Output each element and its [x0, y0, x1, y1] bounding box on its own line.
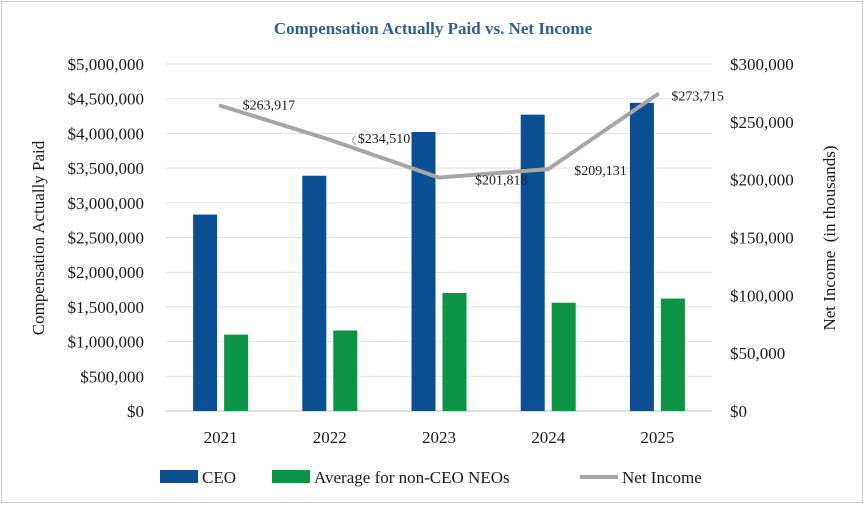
x-tick-label: 2025 — [640, 428, 674, 447]
bar-average-for-non-ceo-neos-2024 — [551, 302, 576, 411]
net-income-point — [218, 103, 223, 108]
legend-label-ceo: CEO — [202, 468, 236, 487]
net-income-line — [218, 92, 660, 180]
x-tick-label: 2021 — [204, 428, 238, 447]
y2-tick-label: $100,000 — [730, 286, 794, 305]
bar-ceo-2023 — [411, 132, 436, 411]
net-income-data-label: $263,917 — [243, 99, 296, 114]
net-income-data-label: $201,818 — [475, 174, 528, 189]
net-income-point — [546, 167, 551, 172]
net-income-data-label: $273,715 — [671, 89, 724, 104]
net-income-point — [437, 175, 441, 180]
x-tick-label: 2023 — [422, 428, 456, 447]
legend-swatch-average-for-non-ceo-neos — [272, 470, 310, 483]
y-tick-label: $1,000,000 — [68, 333, 145, 352]
y2-tick-label: $300,000 — [730, 55, 794, 74]
y-tick-label: $2,000,000 — [68, 263, 145, 282]
bar-ceo-2024 — [520, 114, 545, 412]
x-tick-label: 2022 — [313, 428, 347, 447]
y-tick-label: $5,000,000 — [68, 55, 145, 74]
y2-tick-label: $0 — [730, 402, 747, 421]
data-labels: $263,917 $234,510 $201,818 $209,131 $273,715 — [243, 89, 724, 188]
y-tick-label: $500,000 — [80, 367, 144, 386]
y2-tick-label: $200,000 — [730, 171, 794, 190]
bar-average-for-non-ceo-neos-2023 — [442, 293, 467, 411]
bar-ceo-2021 — [193, 214, 218, 411]
legend: CEO Average for non-CEO NEOs Net Income — [160, 468, 702, 487]
y-tick-label: $3,500,000 — [68, 159, 145, 178]
legend-swatch-ceo — [160, 470, 198, 483]
y-tick-label: $0 — [127, 402, 144, 421]
net-income-data-label: $209,131 — [574, 164, 627, 179]
y2-tick-label: $150,000 — [730, 229, 794, 248]
x-axis-ticks: 2021 2022 2023 2024 2025 — [204, 428, 675, 447]
y-tick-label: $4,000,000 — [68, 124, 145, 143]
chart-title: Compensation Actually Paid vs. Net Incom… — [274, 19, 593, 38]
y-axis-right-ticks: $0 $50,000 $100,000 $150,000 $200,000 $250,00… — [730, 55, 794, 421]
net-income-point — [655, 92, 660, 97]
bar-ceo-2022 — [302, 175, 327, 411]
y-axis-left-label: Compensation Actually Paid — [29, 140, 48, 335]
bar-average-for-non-ceo-neos-2021 — [224, 334, 249, 411]
net-income-point — [327, 137, 332, 142]
y-axis-left-ticks: $0 $500,000 $1,000,000 $1,500,000 $2,000,000… — [68, 55, 145, 421]
y-tick-label: $4,500,000 — [68, 90, 145, 109]
y-axis-right-label: Net Income (in thousands) — [820, 145, 839, 330]
bar-average-for-non-ceo-neos-2022 — [333, 330, 358, 411]
legend-label-net-income: Net Income — [622, 468, 702, 487]
label-leader — [352, 135, 357, 146]
y2-tick-label: $50,000 — [730, 344, 785, 363]
bars — [193, 102, 685, 412]
gridlines — [166, 63, 712, 412]
bar-ceo-2025 — [629, 102, 654, 411]
y-tick-label: $3,000,000 — [68, 194, 145, 213]
y-tick-label: $1,500,000 — [68, 298, 145, 317]
x-tick-label: 2024 — [531, 428, 566, 447]
y-tick-label: $2,500,000 — [68, 229, 145, 248]
y2-tick-label: $250,000 — [730, 113, 794, 132]
net-income-data-label: $234,510 — [358, 132, 411, 147]
bar-average-for-non-ceo-neos-2025 — [660, 298, 685, 411]
legend-label-average-for-non-ceo-neos: Average for non-CEO NEOs — [314, 468, 510, 487]
